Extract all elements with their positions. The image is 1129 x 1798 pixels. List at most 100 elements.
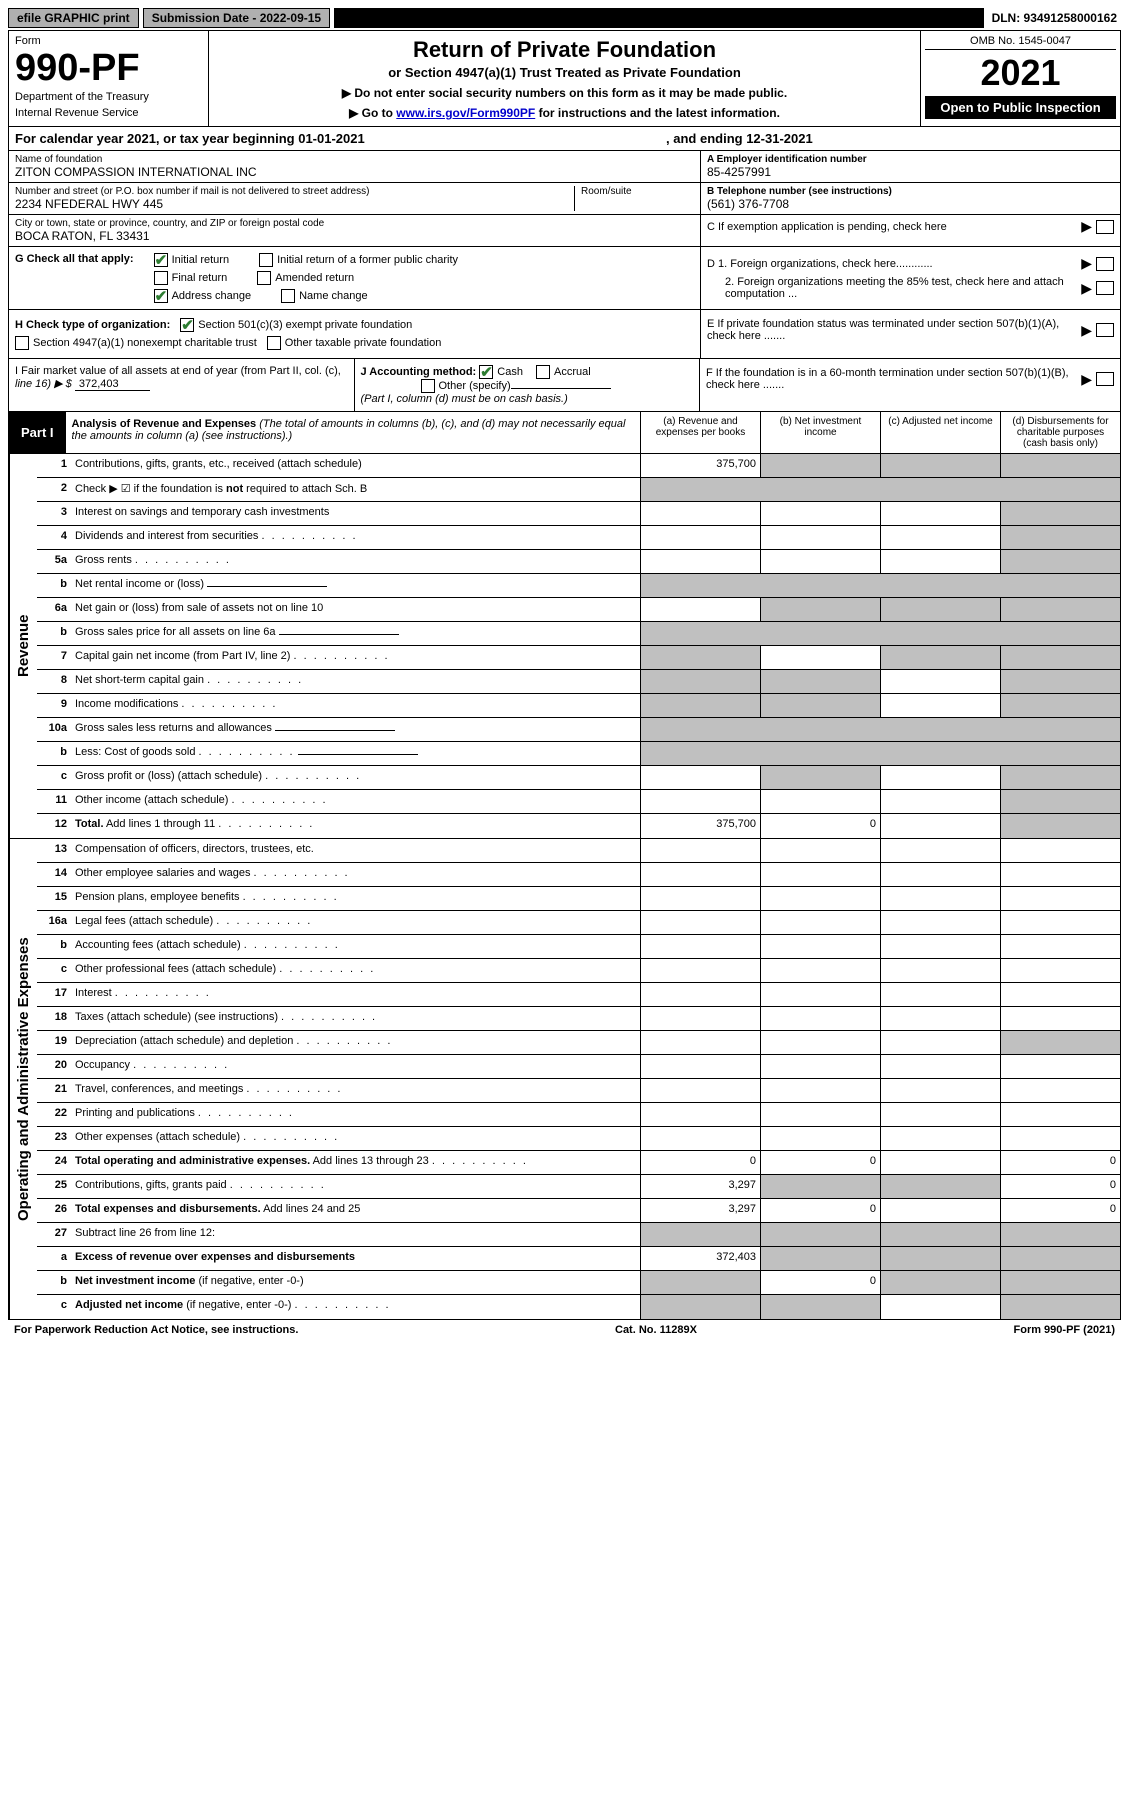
row-number: 16a [37, 911, 71, 934]
row-label: Compensation of officers, directors, tru… [71, 839, 640, 862]
data-cell [880, 502, 1000, 525]
table-row: 9Income modifications [37, 694, 1120, 718]
data-cell [760, 1175, 880, 1198]
row-number: c [37, 766, 71, 789]
row-number: 4 [37, 526, 71, 549]
data-cell [760, 598, 880, 621]
row-number: 7 [37, 646, 71, 669]
row-label: Contributions, gifts, grants paid [71, 1175, 640, 1198]
data-cell [640, 598, 760, 621]
omb-number: OMB No. 1545-0047 [925, 35, 1116, 50]
data-cell [1000, 502, 1120, 525]
table-row: 25Contributions, gifts, grants paid 3,29… [37, 1175, 1120, 1199]
row-label: Gross sales price for all assets on line… [71, 622, 640, 645]
efile-print-button[interactable]: efile GRAPHIC print [8, 8, 139, 28]
table-row: bAccounting fees (attach schedule) [37, 935, 1120, 959]
table-row: 15Pension plans, employee benefits [37, 887, 1120, 911]
row-label: Adjusted net income (if negative, enter … [71, 1295, 640, 1319]
data-cell [640, 935, 760, 958]
data-cell [1000, 1295, 1120, 1319]
section-f-label: F If the foundation is in a 60-month ter… [706, 367, 1077, 391]
section-e-checkbox[interactable] [1096, 323, 1114, 337]
amended-return-checkbox[interactable] [257, 271, 271, 285]
row-number: 1 [37, 454, 71, 477]
data-cell [880, 1175, 1000, 1198]
arrow-icon: ▶ [1081, 322, 1092, 339]
4947-checkbox[interactable] [15, 336, 29, 350]
d1-checkbox[interactable] [1096, 257, 1114, 271]
section-c-label: C If exemption application is pending, c… [707, 221, 1077, 233]
form-subtitle: or Section 4947(a)(1) Trust Treated as P… [215, 65, 914, 80]
data-cell [640, 1127, 760, 1150]
shaded-cell [880, 1223, 1000, 1246]
goto-link-line: ▶ Go to www.irs.gov/Form990PF for instru… [215, 106, 914, 120]
data-cell [880, 1031, 1000, 1054]
open-public-badge: Open to Public Inspection [925, 96, 1116, 119]
accrual-checkbox[interactable] [536, 365, 550, 379]
row-label: Printing and publications [71, 1103, 640, 1126]
data-cell [880, 1127, 1000, 1150]
row-label: Excess of revenue over expenses and disb… [71, 1247, 640, 1270]
section-f-checkbox[interactable] [1096, 372, 1114, 386]
data-cell [760, 526, 880, 549]
dept-treasury: Department of the Treasury [15, 91, 202, 103]
table-row: 17Interest [37, 983, 1120, 1007]
phone-value: (561) 376-7708 [707, 197, 1114, 211]
data-cell [880, 1295, 1000, 1319]
d2-checkbox[interactable] [1096, 281, 1114, 295]
data-cell [640, 646, 760, 669]
initial-return-checkbox[interactable] [154, 253, 168, 267]
table-row: 27Subtract line 26 from line 12: [37, 1223, 1120, 1247]
irs-link[interactable]: www.irs.gov/Form990PF [396, 106, 535, 120]
address-change-checkbox[interactable] [154, 289, 168, 303]
data-cell: 0 [760, 1271, 880, 1294]
table-row: bNet rental income or (loss) [37, 574, 1120, 598]
cash-checkbox[interactable] [479, 365, 493, 379]
arrow-icon: ▶ [1081, 218, 1092, 235]
data-cell: 0 [760, 1199, 880, 1222]
data-cell [1000, 790, 1120, 813]
d2-label: 2. Foreign organizations meeting the 85%… [707, 276, 1077, 300]
name-change-checkbox[interactable] [281, 289, 295, 303]
dln-value: DLN: 93491258000162 [988, 9, 1121, 27]
data-cell [640, 959, 760, 982]
data-cell [1000, 911, 1120, 934]
table-row: bLess: Cost of goods sold [37, 742, 1120, 766]
table-row: 14Other employee salaries and wages [37, 863, 1120, 887]
row-label: Travel, conferences, and meetings [71, 1079, 640, 1102]
table-row: 23Other expenses (attach schedule) [37, 1127, 1120, 1151]
name-change-label: Name change [299, 290, 368, 302]
row-number: 15 [37, 887, 71, 910]
501c3-checkbox[interactable] [180, 318, 194, 332]
paperwork-notice: For Paperwork Reduction Act Notice, see … [14, 1324, 298, 1336]
row-number: 8 [37, 670, 71, 693]
data-cell [760, 1079, 880, 1102]
data-cell: 0 [1000, 1199, 1120, 1222]
row-label: Net short-term capital gain [71, 670, 640, 693]
row-label: Other expenses (attach schedule) [71, 1127, 640, 1150]
data-cell [760, 1055, 880, 1078]
final-return-checkbox[interactable] [154, 271, 168, 285]
data-cell [640, 1007, 760, 1030]
arrow-icon: ▶ [1081, 280, 1092, 297]
table-row: 24Total operating and administrative exp… [37, 1151, 1120, 1175]
data-cell [760, 887, 880, 910]
part1-label: Part I [9, 412, 66, 453]
ein-value: 85-4257991 [707, 165, 1114, 179]
shaded-cell [1000, 1223, 1120, 1246]
row-number: 2 [37, 478, 71, 501]
data-cell [1000, 1055, 1120, 1078]
section-c-checkbox[interactable] [1096, 220, 1114, 234]
row-label: Other income (attach schedule) [71, 790, 640, 813]
data-cell [880, 1103, 1000, 1126]
row-number: 5a [37, 550, 71, 573]
data-cell [880, 814, 1000, 838]
data-cell [880, 1271, 1000, 1294]
final-return-label: Final return [172, 272, 228, 284]
initial-former-checkbox[interactable] [259, 253, 273, 267]
other-method-checkbox[interactable] [421, 379, 435, 393]
other-taxable-checkbox[interactable] [267, 336, 281, 350]
data-cell [760, 790, 880, 813]
shaded-cell [640, 622, 1120, 645]
4947-label: Section 4947(a)(1) nonexempt charitable … [33, 337, 257, 349]
